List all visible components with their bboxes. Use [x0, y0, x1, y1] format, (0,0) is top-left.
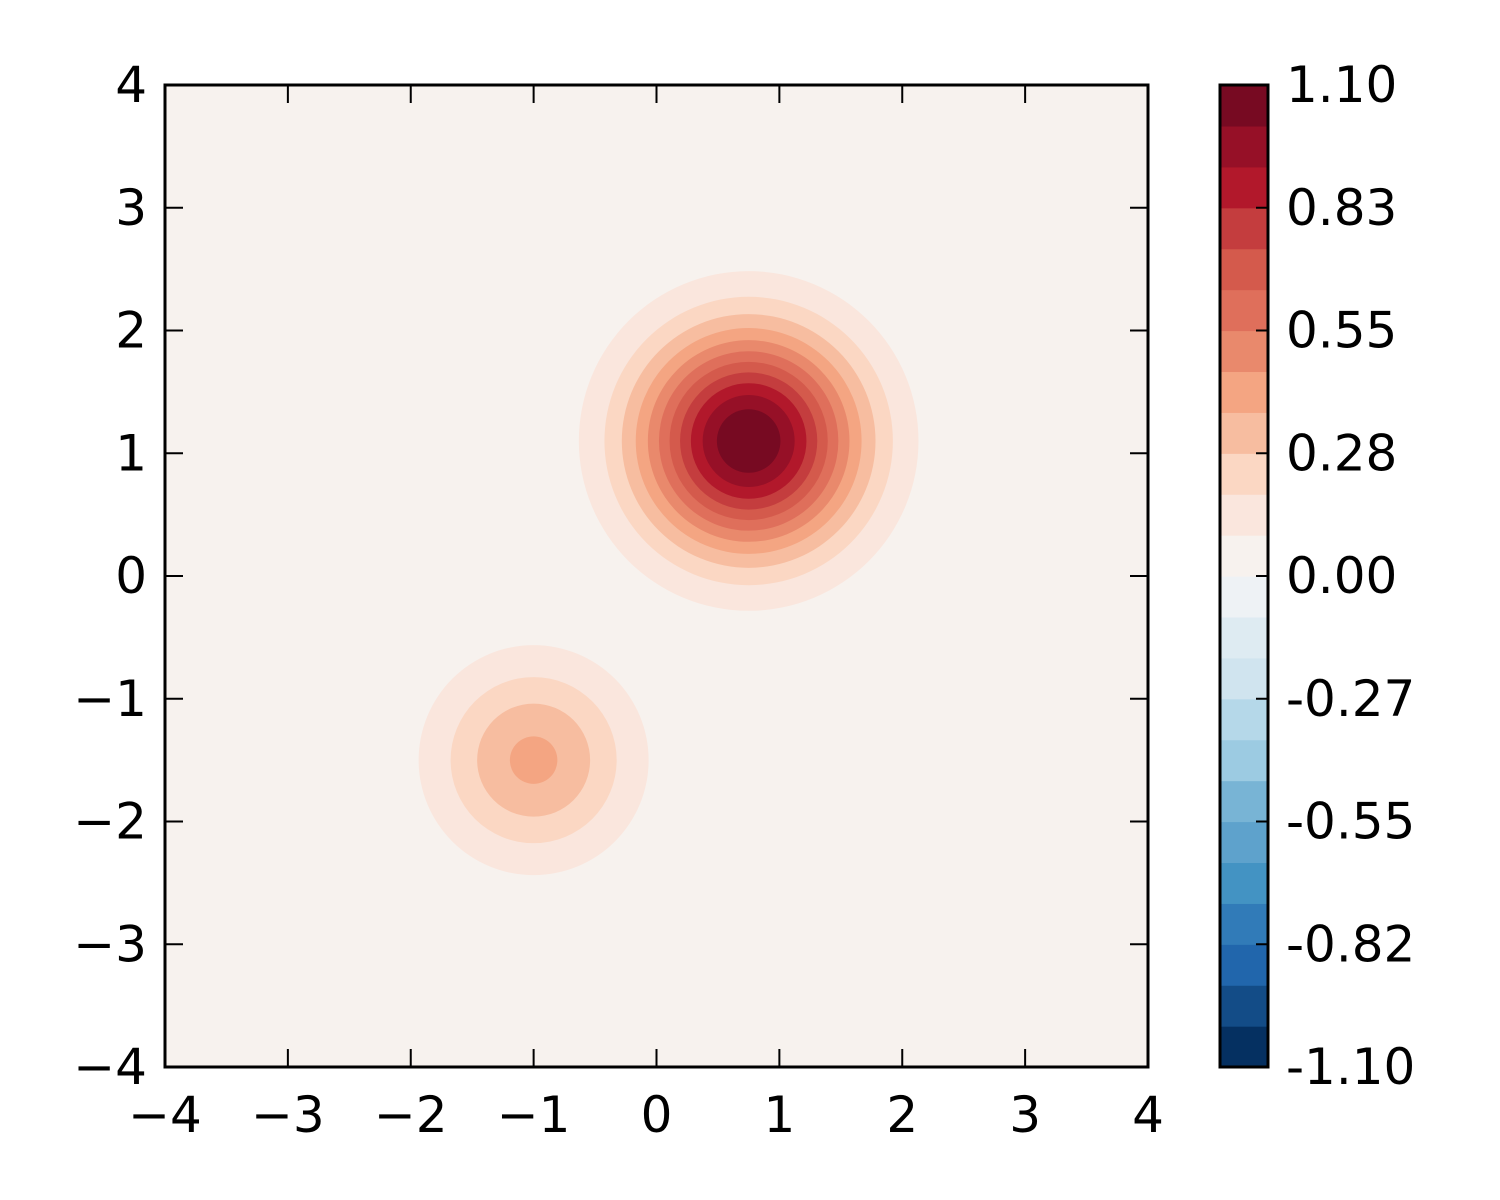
colorbar-swatch-17	[1220, 330, 1268, 373]
x-tick-label: 1	[763, 1086, 795, 1144]
colorbar-swatch-6	[1220, 780, 1268, 823]
colorbar-tick-label: -0.27	[1286, 670, 1415, 728]
y-tick-label: −3	[73, 915, 147, 973]
contour-band-peak2-level-23	[716, 409, 781, 473]
colorbar: 1.10 0.83 0.55 0.28 0.00 -0.27 -0.55 -0.82 -1.10	[1218, 56, 1415, 1096]
colorbar-tick-label: 0.28	[1286, 424, 1397, 482]
y-tick-label: −1	[73, 670, 147, 728]
colorbar-swatch-4	[1220, 862, 1268, 904]
colorbar-swatch-11	[1220, 576, 1268, 618]
colorbar-swatch-3	[1220, 903, 1268, 945]
x-tick-label: −2	[374, 1086, 448, 1144]
x-tick-label: −3	[251, 1086, 325, 1144]
colorbar-tick-label: 0.00	[1286, 547, 1397, 605]
colorbar-swatch-8	[1220, 698, 1268, 741]
contour-band-peak1-level-16	[509, 736, 558, 784]
x-tick-label: 2	[886, 1086, 918, 1144]
x-tick-label: −4	[128, 1086, 202, 1144]
colorbar-swatch-15	[1220, 412, 1268, 454]
x-tick-label: 0	[641, 1086, 673, 1144]
colorbar-swatch-18	[1220, 289, 1268, 332]
y-tick-label: 2	[115, 302, 147, 360]
colorbar-swatch-14	[1220, 453, 1268, 495]
y-tick-label: −4	[73, 1038, 147, 1096]
colorbar-swatch-0	[1220, 1026, 1268, 1068]
x-tick-label: 4	[1132, 1086, 1164, 1144]
colorbar-swatch-1	[1220, 985, 1268, 1027]
y-tick-label: 0	[115, 547, 147, 605]
colorbar-swatch-16	[1220, 371, 1268, 413]
colorbar-tick-label: -0.55	[1286, 793, 1415, 851]
colorbar-tick-label: -0.82	[1286, 915, 1415, 973]
y-tick-label: 4	[115, 56, 147, 114]
x-axis: −4 −3 −2 −1 0 1 2 3 4	[128, 85, 1164, 1144]
y-axis: −4 −3 −2 −1 0 1 2 3 4	[73, 56, 1148, 1096]
colorbar-swatch-12	[1220, 535, 1268, 577]
y-tick-label: −2	[73, 793, 147, 851]
colorbar-swatch-9	[1220, 657, 1268, 700]
y-tick-label: 3	[115, 179, 147, 237]
colorbar-swatch-2	[1220, 944, 1268, 986]
colorbar-tick-label: 0.83	[1286, 179, 1397, 237]
colorbar-swatch-7	[1220, 739, 1268, 782]
colorbar-tick-label: -1.10	[1286, 1038, 1415, 1096]
colorbar-swatch-20	[1220, 207, 1268, 250]
colorbar-swatch-5	[1220, 821, 1268, 864]
colorbar-swatch-21	[1220, 166, 1268, 209]
colorbar-swatch-23	[1220, 85, 1268, 127]
colorbar-swatch-22	[1220, 125, 1268, 168]
y-tick-label: 1	[115, 424, 147, 482]
colorbar-swatch-13	[1220, 494, 1268, 536]
colorbar-swatch-19	[1220, 248, 1268, 291]
colorbar-tick-label: 0.55	[1286, 302, 1397, 360]
plot-area	[165, 85, 1148, 1067]
x-tick-label: −1	[497, 1086, 571, 1144]
colorbar-tick-label: 1.10	[1286, 56, 1397, 114]
x-tick-label: 3	[1009, 1086, 1041, 1144]
colorbar-swatch-10	[1220, 616, 1268, 659]
